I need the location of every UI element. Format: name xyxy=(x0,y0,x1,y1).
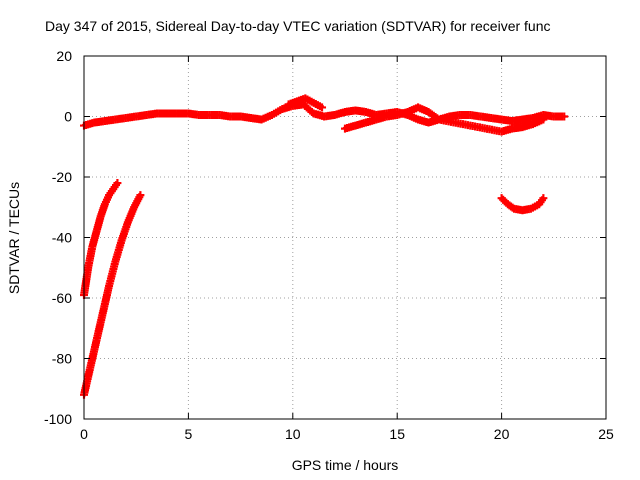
data-point-fill xyxy=(93,311,107,343)
series-late-arc xyxy=(497,194,548,215)
data-point-fill xyxy=(520,205,533,214)
data-point-fill xyxy=(106,187,116,198)
data-point xyxy=(560,112,569,121)
data-point-fill xyxy=(536,196,546,207)
y-tick-label: 0 xyxy=(64,109,72,125)
data-point-fill xyxy=(105,260,119,288)
y-tick-label: -60 xyxy=(52,290,72,306)
series-early-arc-1 xyxy=(80,179,122,299)
data-point-fill xyxy=(270,106,285,118)
series-spread-band xyxy=(341,103,548,136)
data-point-fill xyxy=(303,95,316,106)
x-axis-label: GPS time / hours xyxy=(292,457,399,473)
data-point-fill xyxy=(505,201,517,212)
data-point xyxy=(113,179,122,188)
series-upper-branch xyxy=(284,94,327,112)
series-early-arc-2 xyxy=(80,191,145,399)
data-point-fill xyxy=(295,95,308,105)
data-point-fill xyxy=(499,195,511,207)
data-point-fill xyxy=(112,238,125,264)
data-point-fill xyxy=(286,98,299,108)
data-point-fill xyxy=(528,201,542,212)
data-point-fill xyxy=(300,101,316,116)
data-point-fill xyxy=(311,100,324,111)
y-tick-label: -80 xyxy=(52,351,72,367)
data-point xyxy=(539,194,548,203)
y-tick-label: -100 xyxy=(44,411,72,427)
y-tick-label: -40 xyxy=(52,230,72,246)
data-point-fill xyxy=(84,244,96,270)
data-point xyxy=(136,191,145,200)
data-point xyxy=(539,115,548,124)
series-main-band xyxy=(80,100,569,130)
data-point-fill xyxy=(80,266,92,297)
data-point-fill xyxy=(110,181,121,192)
data-point-fill xyxy=(86,338,101,370)
y-tick-label: -20 xyxy=(52,169,72,185)
data-point-fill xyxy=(99,284,113,315)
data-point-fill xyxy=(101,193,113,206)
data-point-fill xyxy=(512,205,525,214)
chart-title: Day 347 of 2015, Sidereal Day-to-day VTE… xyxy=(45,18,551,34)
x-tick-label: 0 xyxy=(80,426,88,442)
data-point-fill xyxy=(80,365,94,397)
x-tick-label: 25 xyxy=(598,426,614,442)
x-tick-label: 5 xyxy=(185,426,193,442)
axis-ticks: 0 5 10 15 20 25 20 0 -20 -40 -60 -80 -100 xyxy=(44,48,614,442)
y-tick-label: 20 xyxy=(56,48,72,64)
data-points xyxy=(80,94,569,399)
data-point xyxy=(318,103,327,112)
x-tick-label: 10 xyxy=(285,426,301,442)
x-tick-label: 15 xyxy=(389,426,405,442)
data-point-fill xyxy=(426,109,442,123)
y-axis-label: SDTVAR / TECUs xyxy=(6,182,22,294)
data-point-fill xyxy=(437,115,504,136)
x-tick-label: 20 xyxy=(494,426,510,442)
